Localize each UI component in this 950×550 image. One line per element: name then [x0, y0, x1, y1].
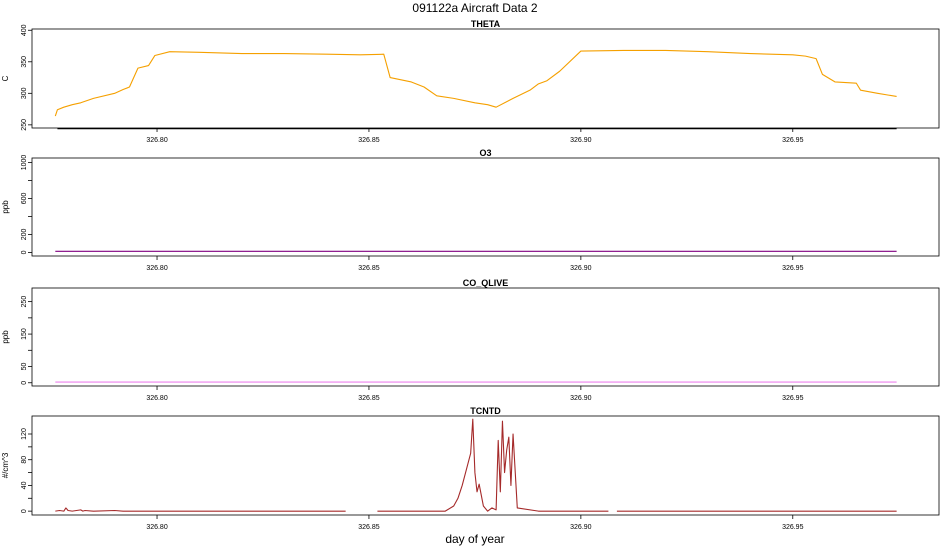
plot-frame	[31, 28, 940, 129]
y-tick-label: 400	[21, 24, 28, 36]
y-tick-label: 250	[21, 296, 28, 308]
plot-frame	[31, 157, 940, 257]
panel-theta: THETA C 250 300 350 400 326.80 326.85 326.90 326.…	[1, 19, 940, 144]
x-tick-label: 326.85	[358, 395, 380, 402]
y-tick-label: 1000	[21, 155, 28, 171]
series-line-1	[55, 507, 346, 512]
y-tick-label: 150	[21, 328, 28, 340]
x-tick-label: 326.90	[570, 265, 592, 272]
x-tick-label: 326.90	[570, 137, 592, 144]
y-tick-label: 40	[21, 481, 28, 489]
x-tick-label: 326.85	[358, 265, 380, 272]
x-tick-label: 326.95	[782, 137, 804, 144]
panel-title: CO_QLIVE	[463, 278, 509, 288]
figure-title: 091122a Aircraft Data 2	[412, 1, 538, 15]
x-tick-label: 326.85	[358, 137, 380, 144]
panel-o3: O3 ppb 0 200 600 1000 326.80 326.85 326.90 326.95	[1, 148, 940, 272]
y-tick-label: 200	[21, 228, 28, 240]
y-tick-label: 120	[21, 428, 28, 440]
x-tick-label: 326.95	[782, 265, 804, 272]
panel-title: TCNTD	[470, 406, 501, 416]
x-tick-label: 326.90	[570, 395, 592, 402]
y-tick-label: 0	[21, 250, 28, 254]
x-tick-label: 326.80	[146, 265, 168, 272]
panel-tcntd: TCNTD #/cm^3 0 40 80 120 326.80 326.85 326.90 326…	[1, 406, 940, 531]
x-tick-label: 326.85	[358, 524, 380, 531]
y-tick-label: 600	[21, 193, 28, 205]
panel-title: O3	[479, 148, 491, 158]
y-tick-label: 0	[21, 381, 28, 385]
y-tick-label: 250	[21, 119, 28, 131]
y-axis-label: #/cm^3	[1, 452, 10, 478]
x-tick-label: 326.80	[146, 137, 168, 144]
y-axis-label: ppb	[1, 330, 10, 344]
x-tick-label: 326.90	[570, 524, 592, 531]
plot-frame	[31, 287, 940, 387]
y-tick-label: 80	[21, 456, 28, 464]
y-axis-label: C	[1, 75, 10, 81]
x-tick-label: 326.95	[782, 524, 804, 531]
x-tick-label: 326.80	[146, 524, 168, 531]
x-tick-label: 326.95	[782, 395, 804, 402]
series-line-1	[54, 49, 897, 117]
y-tick-label: 0	[21, 509, 28, 513]
series-line-2	[377, 418, 609, 512]
y-axis-label: ppb	[1, 200, 10, 214]
y-tick-label: 350	[21, 56, 28, 68]
y-tick-label: 300	[21, 87, 28, 99]
panel-title: THETA	[471, 19, 501, 29]
y-tick-label: 50	[21, 363, 28, 371]
plot-frame	[31, 415, 940, 516]
x-tick-label: 326.80	[146, 395, 168, 402]
x-axis-label: day of year	[445, 532, 504, 546]
